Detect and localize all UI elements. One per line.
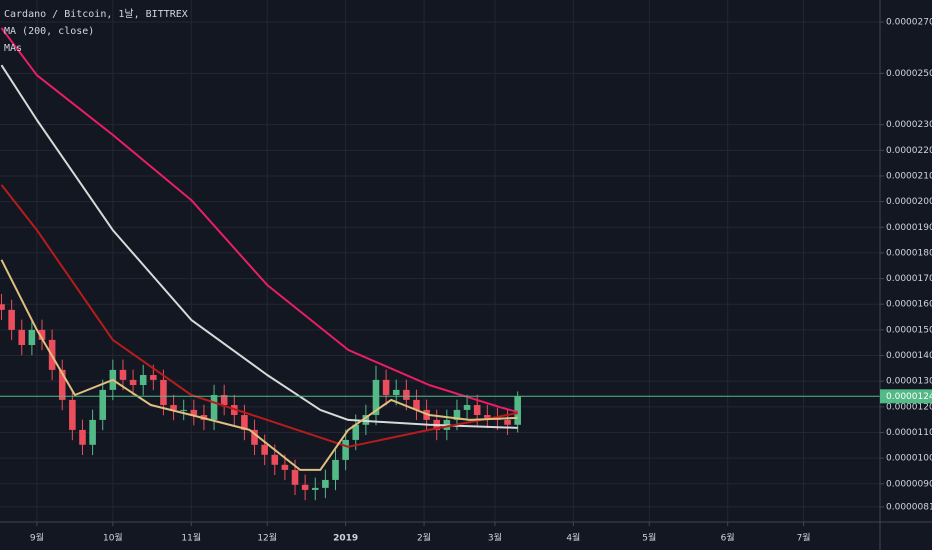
chart-subtitle: MA (200, close) [4, 26, 94, 37]
candle-body [38, 329, 46, 340]
candle-body [18, 329, 26, 346]
candle-body [220, 395, 228, 406]
ma-line [0, 27, 518, 413]
candle-body [291, 469, 299, 485]
candle-body [463, 405, 471, 410]
candle-body [190, 409, 198, 416]
candle-body [362, 415, 370, 425]
candle-body [484, 415, 491, 418]
candle-body [251, 429, 258, 445]
marks [0, 27, 880, 501]
candle-body [79, 429, 86, 445]
candle-body [58, 369, 66, 400]
candle-body [453, 409, 461, 420]
y-tick-label: 0.00000810 [886, 502, 932, 512]
chart-title: Cardano / Bitcoin, 1날, BITTREX [4, 8, 188, 20]
candle-body [150, 375, 157, 380]
ma-line [0, 259, 518, 471]
x-tick-label: 12월 [257, 532, 277, 544]
candle-body [180, 409, 187, 411]
x-tick-label: 9월 [30, 532, 44, 544]
candle-body [342, 439, 349, 460]
candle-body [281, 464, 289, 470]
x-tick-label: 10월 [103, 532, 123, 544]
candle-body [392, 389, 400, 396]
candle-body [322, 479, 329, 488]
x-tick-label: 7월 [797, 532, 811, 544]
candle-body [403, 389, 410, 400]
candle-body [261, 444, 268, 455]
candle-body [332, 459, 339, 480]
x-tick-label: 11월 [181, 532, 201, 544]
price-label-box [880, 389, 932, 404]
candle-body [210, 395, 218, 420]
candle-body [372, 379, 380, 416]
candle-body [129, 379, 137, 386]
candle-body [504, 419, 511, 425]
price-label: 0.00001241 [886, 392, 932, 402]
candle-body [473, 405, 481, 416]
candle-body [99, 389, 107, 420]
legend-label: MAs [4, 43, 22, 54]
candle-body [352, 424, 360, 440]
ma-line [0, 64, 518, 429]
x-tick-label: 2019 [333, 534, 358, 544]
candle-body [119, 369, 127, 380]
candle-body [8, 309, 15, 330]
candle-body [139, 375, 147, 386]
candle-body [241, 415, 248, 430]
candle-body [28, 329, 36, 346]
candle-body [0, 304, 5, 310]
candle-body [413, 399, 420, 410]
x-tick-label: 3월 [488, 532, 502, 544]
candle-body [311, 487, 319, 490]
ma-line [0, 184, 518, 448]
candle-body [160, 379, 167, 406]
candle-body [301, 484, 309, 490]
candle-body [514, 396, 521, 425]
candle-body [170, 405, 177, 410]
candle-body [382, 379, 390, 396]
x-tick-label: 6월 [721, 532, 735, 544]
x-tick-label: 4월 [566, 532, 580, 544]
x-tick-label: 2월 [417, 532, 431, 544]
candle-body [69, 399, 76, 430]
candle-body [271, 454, 279, 465]
x-tick-label: 5월 [642, 532, 656, 544]
candle-body [89, 419, 96, 445]
